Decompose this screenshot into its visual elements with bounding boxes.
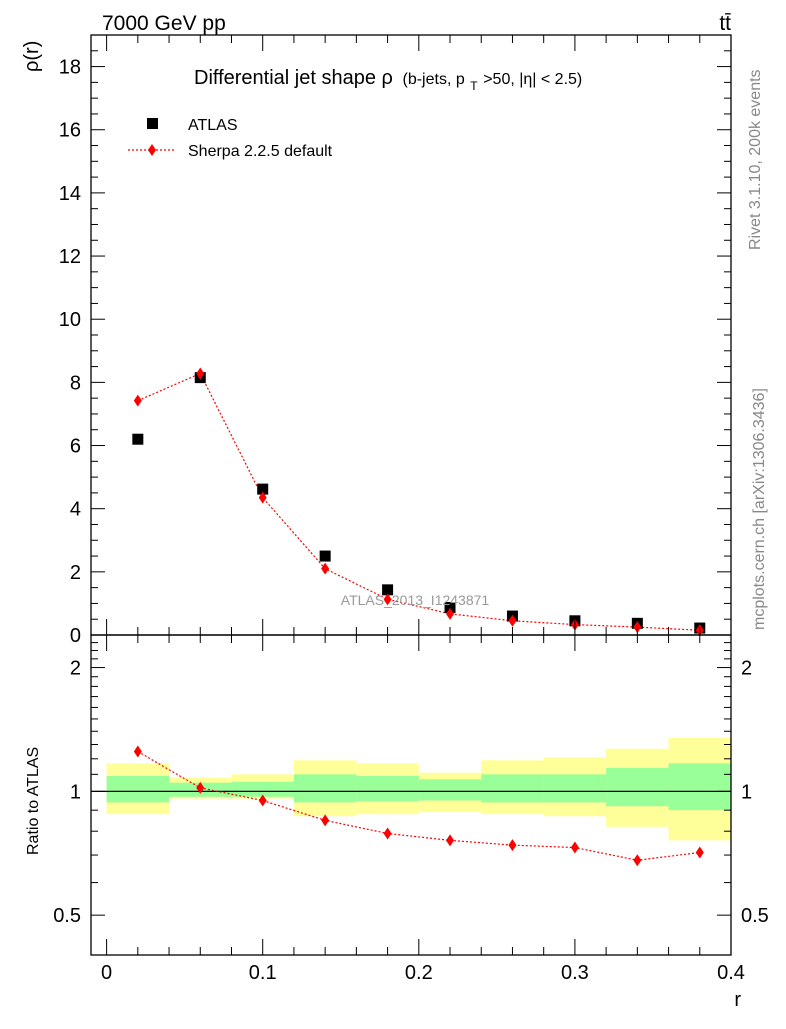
plot-title-symbol: ρ bbox=[382, 67, 393, 89]
sherpa-ratio-point bbox=[383, 827, 392, 840]
sherpa-ratio-point bbox=[321, 814, 330, 827]
stat-uncertainty-band bbox=[543, 774, 607, 803]
sherpa-point bbox=[258, 491, 267, 504]
x-axis-label: r bbox=[734, 989, 741, 1011]
legend-label-sherpa: Sherpa 2.2.5 default bbox=[188, 143, 333, 160]
main-y-tick-label: 8 bbox=[70, 372, 81, 394]
atlas-point bbox=[132, 433, 144, 445]
mcplots-label: mcplots.cern.ch [arXiv:1306.3436] bbox=[751, 388, 768, 630]
stat-uncertainty-band bbox=[106, 775, 170, 803]
sherpa-point bbox=[446, 607, 455, 620]
main-y-tick-label: 12 bbox=[59, 246, 81, 268]
main-y-tick-label: 10 bbox=[59, 309, 81, 331]
stat-uncertainty-band bbox=[231, 781, 294, 797]
x-tick-label: 0.4 bbox=[717, 962, 745, 984]
main-y-label: ρ(r) bbox=[21, 41, 43, 72]
plot-subtitle: (b-jets, p bbox=[402, 71, 464, 88]
plot-subtitle-rest: >50, |η| < 2.5) bbox=[483, 71, 582, 88]
sherpa-ratio-point bbox=[570, 841, 579, 854]
sherpa-point bbox=[321, 562, 330, 575]
main-y-tick-label: 2 bbox=[70, 562, 81, 584]
stat-uncertainty-band bbox=[606, 767, 669, 807]
sherpa-ratio-point bbox=[633, 854, 642, 867]
process-label: tt̄ bbox=[719, 12, 731, 35]
sherpa-line bbox=[137, 372, 700, 631]
ratio-y-tick-label-right: 1 bbox=[741, 781, 752, 803]
sherpa-ratio-line bbox=[137, 750, 700, 861]
atlas-point bbox=[382, 584, 394, 596]
main-y-tick-label: 6 bbox=[70, 436, 81, 458]
main-y-tick-label: 0 bbox=[70, 625, 81, 647]
stat-uncertainty-band bbox=[356, 775, 419, 802]
main-y-tick-label: 14 bbox=[59, 183, 81, 205]
stat-uncertainty-band bbox=[481, 774, 544, 803]
legend-label-atlas: ATLAS bbox=[188, 117, 238, 134]
sherpa-ratio-point bbox=[446, 834, 455, 847]
stat-uncertainty-band bbox=[418, 779, 482, 801]
atlas-point bbox=[257, 483, 269, 495]
atlas-point bbox=[319, 550, 331, 562]
atlas-point bbox=[444, 602, 456, 614]
ratio-y-tick-label: 0.5 bbox=[53, 905, 81, 927]
x-tick-label: 0 bbox=[101, 962, 112, 984]
ratio-y-tick-label: 1 bbox=[70, 781, 81, 803]
analysis-watermark: ATLAS_2013_I1243871 bbox=[341, 592, 490, 608]
stat-uncertainty-band bbox=[668, 763, 731, 811]
x-tick-label: 0.1 bbox=[249, 962, 277, 984]
ratio-y-label: Ratio to ATLAS bbox=[25, 747, 42, 855]
plot-subtitle-sub: T bbox=[470, 79, 478, 93]
ratio-y-tick-label-right: 0.5 bbox=[741, 905, 769, 927]
ratio-panel: 0.5 0.5 1 1 2 2 0 0.1 0.2 0.3 0.4 Ratio to ATLAS r bbox=[25, 634, 769, 1011]
main-y-tick-label: 16 bbox=[59, 120, 81, 142]
main-y-tick-label: 18 bbox=[59, 57, 81, 79]
sherpa-point bbox=[133, 394, 142, 407]
x-tick-label: 0.3 bbox=[561, 962, 589, 984]
legend: ATLAS Sherpa 2.2.5 default bbox=[128, 117, 333, 160]
sherpa-point bbox=[508, 614, 517, 627]
sherpa-ratio-point bbox=[196, 781, 205, 794]
plot-title: Differential jet shape ρ (b-jets, p T >5… bbox=[194, 67, 582, 95]
main-panel: 0 2 4 6 8 10 12 14 16 18 Differential jet shape ρ… bbox=[21, 34, 732, 647]
sherpa-ratio-point bbox=[133, 745, 142, 758]
legend-marker-sherpa bbox=[148, 144, 156, 156]
energy-label: 7000 GeV pp bbox=[102, 12, 226, 35]
main-frame bbox=[90, 34, 732, 636]
sherpa-point bbox=[196, 367, 205, 380]
ratio-y-tick-label: 2 bbox=[70, 658, 81, 680]
sherpa-ratio-point bbox=[258, 794, 267, 807]
stat-uncertainty-band bbox=[293, 774, 357, 803]
sherpa-point bbox=[383, 593, 392, 606]
sherpa-ratio-point bbox=[695, 846, 704, 859]
main-y-tick-label: 4 bbox=[70, 499, 81, 521]
sherpa-ratio-point bbox=[508, 839, 517, 852]
ratio-y-tick-label-right: 2 bbox=[741, 658, 752, 680]
legend-marker-atlas bbox=[147, 118, 158, 129]
plot-title-text: Differential jet shape bbox=[194, 67, 376, 89]
x-tick-label: 0.2 bbox=[405, 962, 433, 984]
ratio-frame bbox=[90, 634, 732, 956]
rivet-label: Rivet 3.1.10, 200k events bbox=[747, 69, 764, 250]
